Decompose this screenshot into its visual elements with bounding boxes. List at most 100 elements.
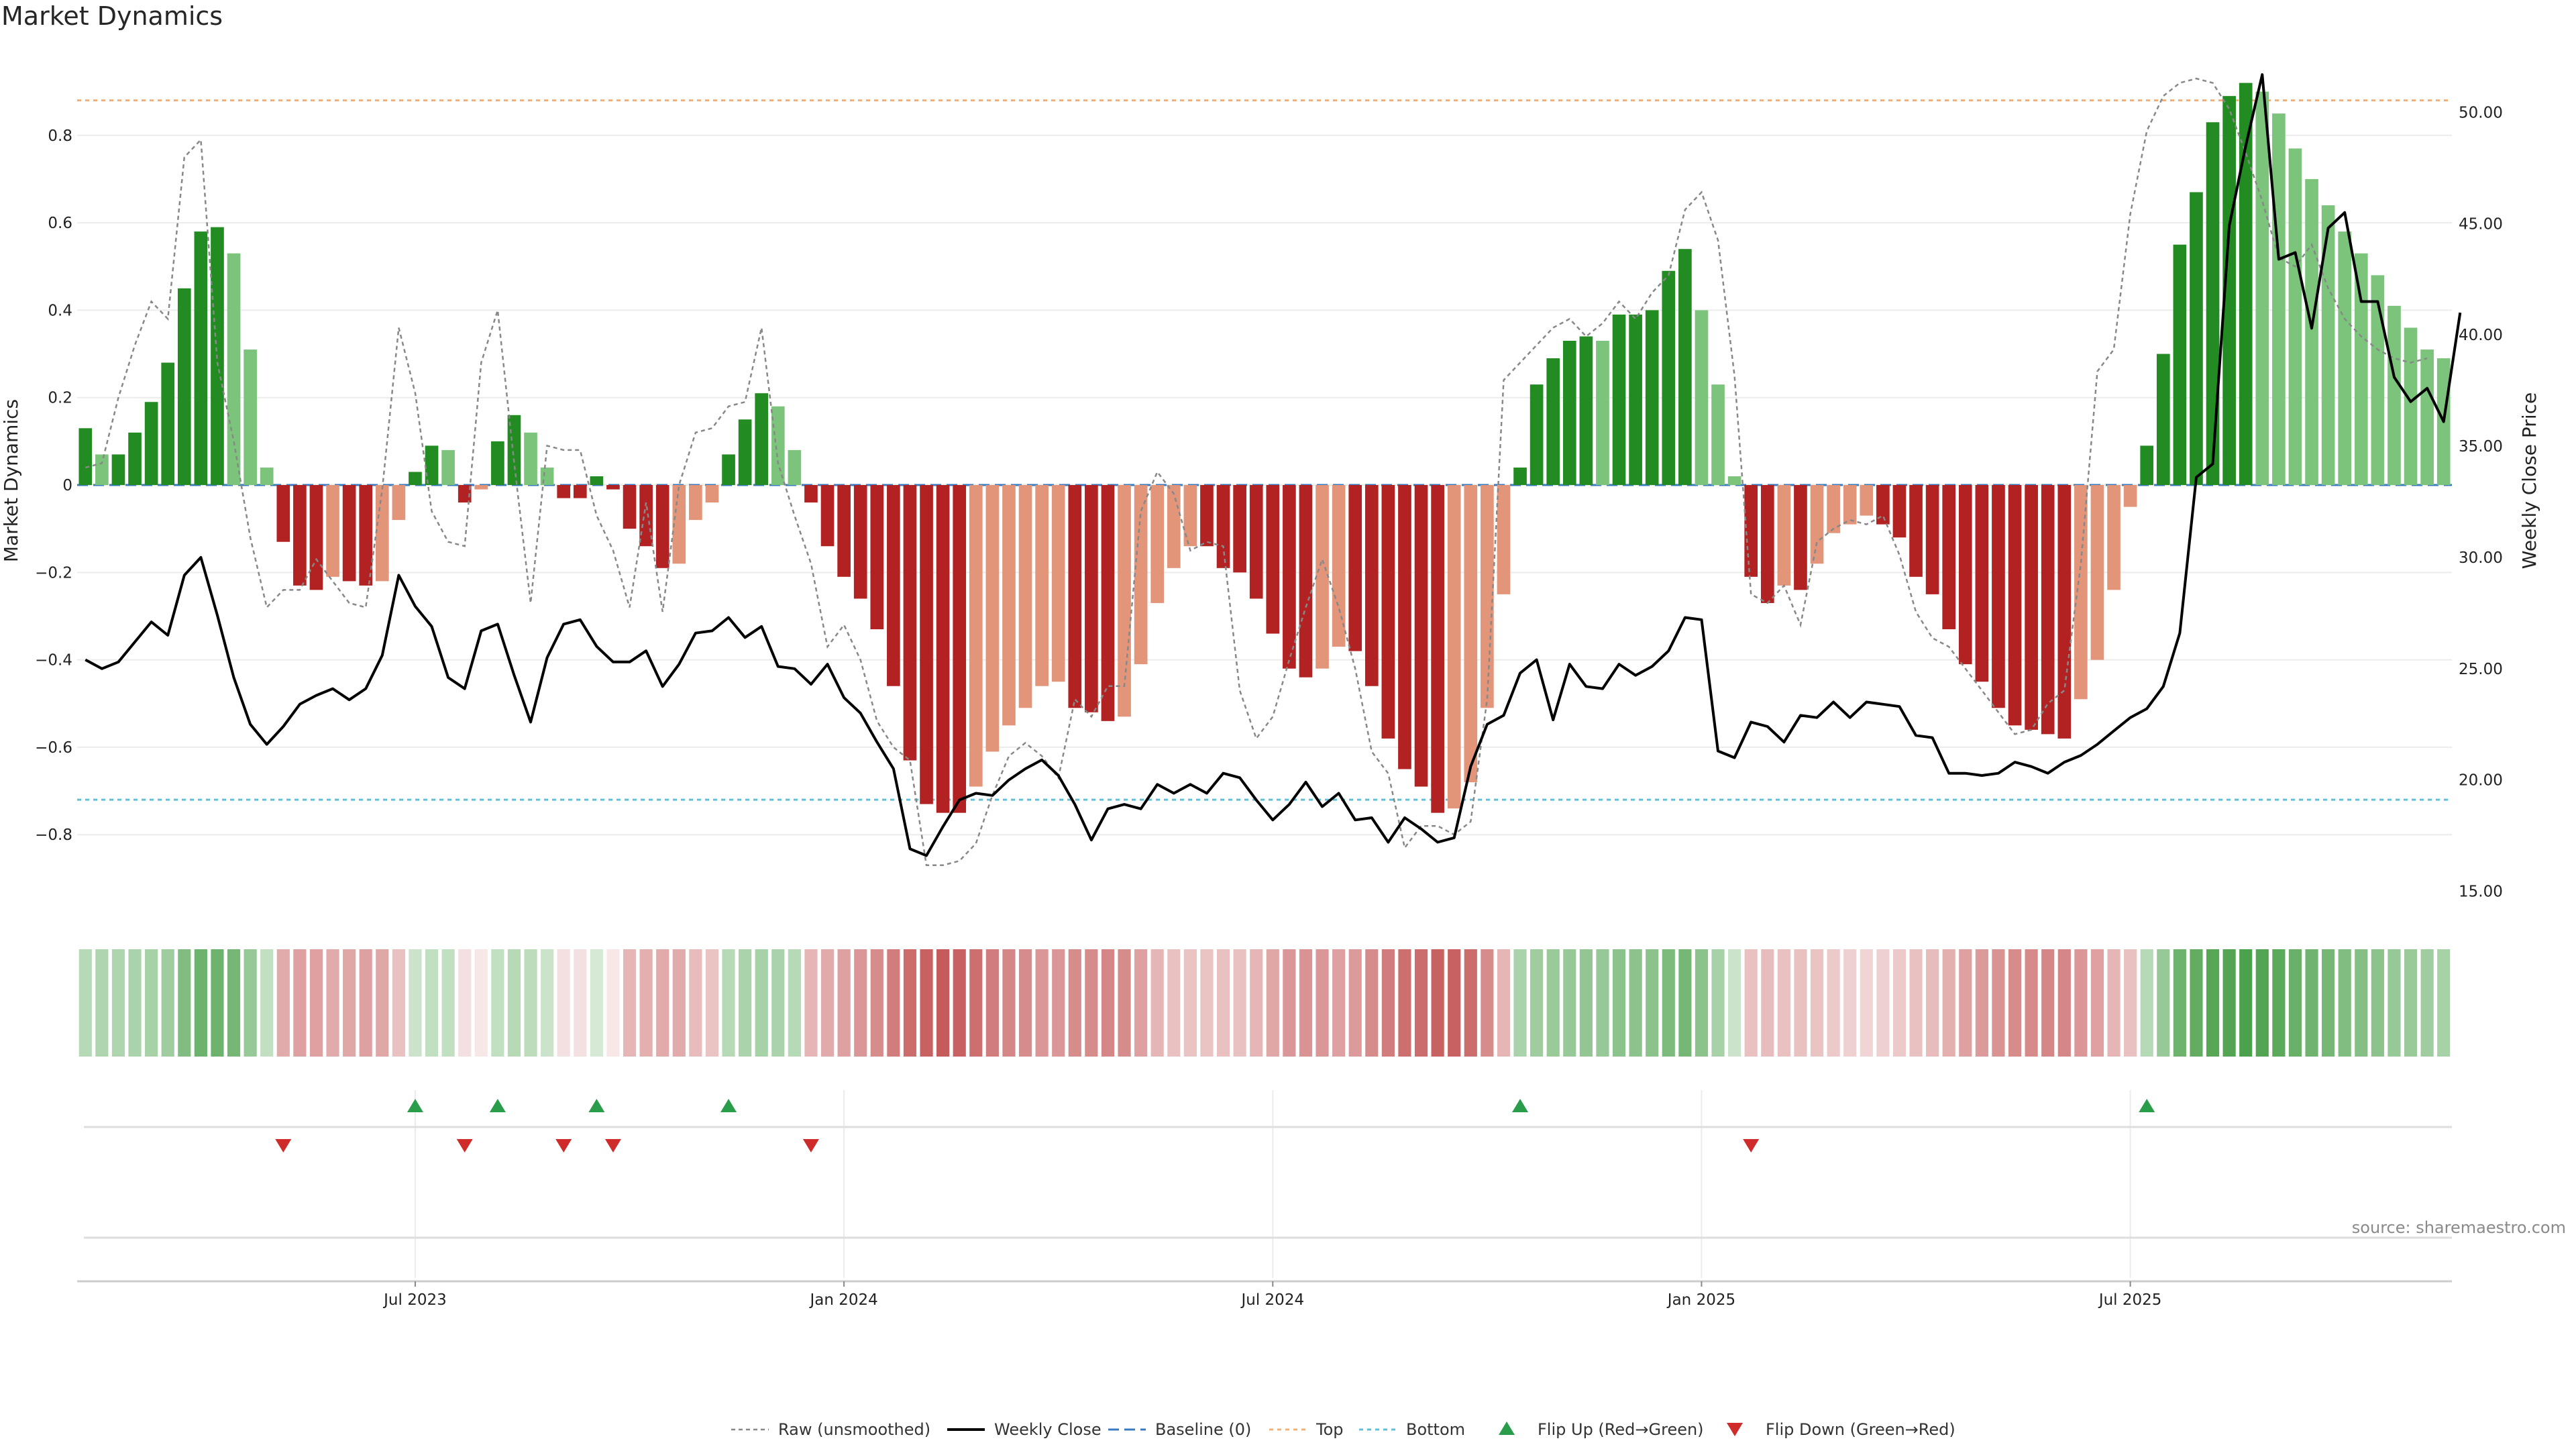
dynamics-bar [194, 231, 208, 486]
regime-tile [1299, 949, 1313, 1057]
regime-tile [441, 949, 455, 1057]
regime-tile [1250, 949, 1263, 1057]
regime-tile [2090, 949, 2104, 1057]
dynamics-bar [1464, 485, 1478, 783]
regime-tile [1942, 949, 1955, 1057]
regime-tile [491, 949, 504, 1057]
dynamics-bar [342, 485, 356, 582]
dynamics-bar [409, 472, 422, 486]
dynamics-bar [2008, 485, 2022, 726]
regime-tile [507, 949, 521, 1057]
dynamics-bar [1299, 485, 1313, 678]
dynamics-bar [1629, 314, 1642, 486]
dynamics-bar [78, 428, 93, 486]
dynamics-bar [1579, 336, 1593, 486]
dynamics-bar [2272, 113, 2286, 486]
dynamics-bar [1085, 485, 1098, 712]
dynamics-bar [755, 393, 769, 486]
regime-tile [1629, 949, 1642, 1057]
regime-tile [1563, 949, 1576, 1057]
regime-tile [1992, 949, 2005, 1057]
regime-tile [1167, 949, 1181, 1057]
dynamics-bar [2420, 350, 2434, 486]
dynamics-bar [1562, 341, 1576, 486]
legend-item-close: Weekly Close [947, 1420, 1102, 1439]
regime-tile [1183, 949, 1197, 1057]
dynamics-bar [359, 485, 373, 586]
regime-tile [1860, 949, 1873, 1057]
regime-tile [1612, 949, 1626, 1057]
regime-tile [1744, 949, 1758, 1057]
regime-tile [590, 949, 603, 1057]
legend-item-raw: Raw (unsmoothed) [731, 1420, 930, 1439]
dynamics-bar [1167, 485, 1181, 568]
regime-tile [2404, 949, 2418, 1057]
legend-label: Weekly Close [994, 1420, 1102, 1439]
dynamics-bar [1068, 485, 1082, 708]
regime-tile [887, 949, 900, 1057]
regime-tile [1728, 949, 1741, 1057]
dynamics-bar [2074, 485, 2088, 700]
regime-tile [1085, 949, 1098, 1057]
regime-tile [1414, 949, 1428, 1057]
dynamics-bar [639, 485, 653, 547]
dynamics-bar [606, 485, 620, 490]
dynamics-bar [1513, 467, 1527, 486]
regime-tile [574, 949, 587, 1057]
regime-tile [1002, 949, 1016, 1057]
flip-down-legend-icon [1727, 1423, 1743, 1436]
y2-tick-label: 50.00 [2459, 105, 2503, 122]
regime-tile [244, 949, 257, 1057]
regime-tile [2387, 949, 2401, 1057]
regime-tile [656, 949, 669, 1057]
regime-tile [1926, 949, 1939, 1057]
dynamics-bar [689, 485, 702, 521]
regime-tile [1678, 949, 1692, 1057]
flip-up-marker [407, 1099, 423, 1112]
dynamics-bar [738, 419, 752, 486]
dynamics-bar [2321, 205, 2335, 486]
dynamics-bar [2190, 192, 2203, 486]
dynamics-bar [1992, 485, 2005, 708]
y-tick-label: −0.4 [35, 652, 72, 669]
dynamics-bar [309, 485, 323, 590]
regime-tile [309, 949, 323, 1057]
dynamics-bar [1018, 485, 1032, 708]
regime-tile [557, 949, 570, 1057]
regime-tile [1761, 949, 1774, 1057]
regime-tile [1381, 949, 1395, 1057]
dynamics-bar [244, 350, 257, 486]
dynamics-bar [1332, 485, 1346, 647]
regime-tile [145, 949, 158, 1057]
dynamics-bar [1216, 485, 1230, 568]
dynamics-bar [1118, 485, 1131, 717]
x-tick-label: Jul 2024 [1240, 1291, 1304, 1309]
dynamics-bar [1827, 485, 1840, 533]
regime-tile [1216, 949, 1230, 1057]
dynamics-bar [722, 454, 735, 486]
dynamics-bar [2206, 122, 2220, 486]
regime-tile [1481, 949, 1494, 1057]
dynamics-bar [837, 485, 851, 577]
regime-tile [1662, 949, 1675, 1057]
regime-tile [1200, 949, 1214, 1057]
dynamics-bar [903, 485, 917, 761]
dynamics-bar [1002, 485, 1016, 726]
dynamics-bar [1860, 485, 1874, 516]
dynamics-bar [1183, 485, 1197, 547]
dynamics-bar [920, 485, 933, 804]
y-tick-label: 0.8 [48, 127, 72, 145]
regime-tile [2206, 949, 2220, 1057]
dynamics-bar [2288, 148, 2302, 486]
dynamics-bar [788, 449, 802, 486]
regime-tile [1596, 949, 1609, 1057]
x-tick-label: Jan 2025 [1666, 1291, 1735, 1309]
legend-label: Raw (unsmoothed) [778, 1420, 930, 1439]
dynamics-bar [1727, 476, 1741, 486]
flip-up-marker [489, 1099, 506, 1112]
regime-tile [1118, 949, 1131, 1057]
regime-tile [739, 949, 752, 1057]
dynamics-bar [1892, 485, 1907, 538]
regime-tile [639, 949, 653, 1057]
regime-tile [870, 949, 883, 1057]
